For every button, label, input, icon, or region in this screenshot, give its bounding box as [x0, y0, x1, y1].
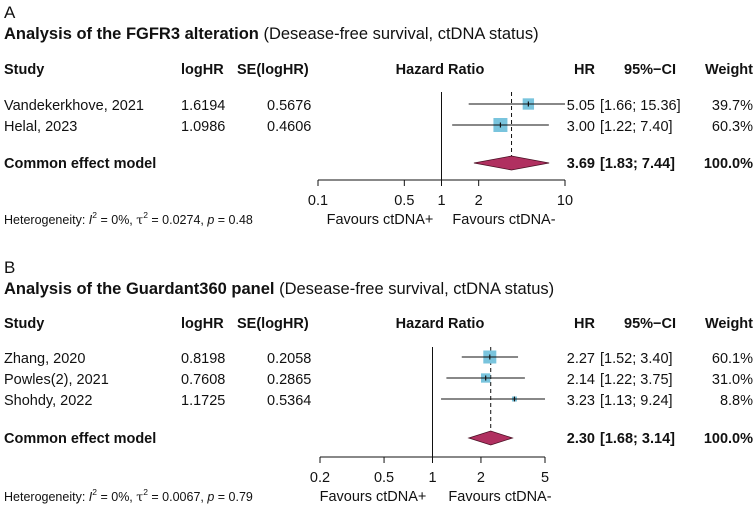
study-ci: [1.66; 15.36]	[600, 98, 681, 114]
header-study: Study	[4, 62, 44, 78]
header-hr: HR	[574, 316, 595, 332]
panel-a-title-rest: (Desease-free survival, ctDNA status)	[259, 25, 539, 43]
header-hazard-ratio: Hazard Ratio	[396, 316, 485, 332]
panel-a-summary-row: Common effect model 3.69 [1.83; 7.44] 10…	[4, 156, 753, 172]
header-loghr: logHR	[181, 62, 224, 78]
panel-a-title: Analysis of the FGFR3 alteration (Deseas…	[4, 25, 539, 43]
x-axis-tick-label: 5	[541, 470, 549, 486]
header-study: Study	[4, 316, 44, 332]
study-name: Zhang, 2020	[4, 351, 85, 367]
panel-a-plot: 0.1 0.5 1 2 10	[308, 92, 573, 209]
study-ci: [1.13; 9.24]	[600, 393, 673, 409]
panel-b-heterogeneity: Heterogeneity: I2 = 0%, τ2 = 0.0067, p =…	[4, 487, 253, 504]
panel-b-label: B	[4, 258, 15, 277]
study-se: 0.5676	[267, 98, 311, 114]
x-axis-tick-label: 2	[477, 470, 485, 486]
summary-hr: 3.69	[567, 156, 595, 172]
header-weight: Weight	[705, 316, 753, 332]
study-weight: 60.1%	[712, 351, 753, 367]
header-ci: 95%−CI	[624, 62, 676, 78]
panel-a-heterogeneity: Heterogeneity: I2 = 0%, τ2 = 0.0274, p =…	[4, 210, 253, 227]
panel-b-favours-left: Favours ctDNA+	[320, 489, 427, 505]
study-name: Vandekerkhove, 2021	[4, 98, 144, 114]
panel-a: A Analysis of the FGFR3 alteration (Dese…	[4, 3, 753, 228]
x-axis-tick-label: 2	[475, 193, 483, 209]
panel-a-title-bold: Analysis of the FGFR3 alteration	[4, 25, 259, 43]
panel-a-column-headers: Study logHR SE(logHR) Hazard Ratio HR 95…	[4, 62, 753, 78]
study-loghr: 1.0986	[181, 119, 225, 135]
study-hr: 2.14	[567, 372, 595, 388]
header-se-loghr: SE(logHR)	[237, 62, 309, 78]
study-se: 0.5364	[267, 393, 311, 409]
summary-ci: [1.68; 3.14]	[600, 431, 675, 447]
summary-label: Common effect model	[4, 431, 156, 447]
study-hr: 3.23	[567, 393, 595, 409]
header-loghr: logHR	[181, 316, 224, 332]
x-axis-tick-label: 1	[428, 470, 436, 486]
summary-label: Common effect model	[4, 156, 156, 172]
x-axis-tick-label: 10	[557, 193, 573, 209]
summary-weight: 100.0%	[704, 431, 753, 447]
panel-a-label: A	[4, 3, 16, 22]
study-se: 0.2058	[267, 351, 311, 367]
panel-b-study-row-1: Zhang, 2020 0.8198 0.2058 2.27 [1.52; 3.…	[4, 351, 753, 367]
panel-a-study-row-1: Vandekerkhove, 2021 1.6194 0.5676 5.05 […	[4, 98, 753, 114]
panel-b-plot: 0.2 0.5 1 2 5	[310, 347, 549, 486]
study-loghr: 0.8198	[181, 351, 225, 367]
header-se-loghr: SE(logHR)	[237, 316, 309, 332]
study-ci: [1.22; 3.75]	[600, 372, 673, 388]
study-name: Shohdy, 2022	[4, 393, 92, 409]
panel-b-title-rest: (Desease-free survival, ctDNA status)	[275, 280, 555, 298]
study-hr: 3.00	[567, 119, 595, 135]
header-weight: Weight	[705, 62, 753, 78]
study-ci: [1.52; 3.40]	[600, 351, 673, 367]
study-weight: 31.0%	[712, 372, 753, 388]
panel-b-favours-right: Favours ctDNA-	[448, 489, 551, 505]
study-se: 0.4606	[267, 119, 311, 135]
panel-b-study-row-3: Shohdy, 2022 1.1725 0.5364 3.23 [1.13; 9…	[4, 393, 753, 409]
panel-a-favours-left: Favours ctDNA+	[327, 212, 434, 228]
x-axis-tick-label: 1	[437, 193, 445, 209]
study-loghr: 1.1725	[181, 393, 225, 409]
summary-diamond	[473, 155, 550, 171]
header-ci: 95%−CI	[624, 316, 676, 332]
study-loghr: 0.7608	[181, 372, 225, 388]
panel-b-title-bold: Analysis of the Guardant360 panel	[4, 280, 275, 298]
study-se: 0.2865	[267, 372, 311, 388]
study-hr: 2.27	[567, 351, 595, 367]
panel-b-column-headers: Study logHR SE(logHR) Hazard Ratio HR 95…	[4, 316, 753, 332]
study-name: Helal, 2023	[4, 119, 77, 135]
panel-b-study-row-2: Powles(2), 2021 0.7608 0.2865 2.14 [1.22…	[4, 372, 753, 388]
study-loghr: 1.6194	[181, 98, 225, 114]
summary-hr: 2.30	[567, 431, 595, 447]
x-axis-tick-label: 0.5	[394, 193, 414, 209]
study-ci: [1.22; 7.40]	[600, 119, 673, 135]
panel-b-summary-row: Common effect model 2.30 [1.68; 3.14] 10…	[4, 431, 753, 447]
x-axis-tick-label: 0.2	[310, 470, 330, 486]
study-weight: 8.8%	[720, 393, 753, 409]
summary-ci: [1.83; 7.44]	[600, 156, 675, 172]
summary-diamond	[467, 430, 514, 446]
header-hazard-ratio: Hazard Ratio	[396, 62, 485, 78]
study-weight: 60.3%	[712, 119, 753, 135]
x-axis-tick-label: 0.5	[374, 470, 394, 486]
header-hr: HR	[574, 62, 595, 78]
summary-weight: 100.0%	[704, 156, 753, 172]
study-name: Powles(2), 2021	[4, 372, 109, 388]
x-axis-tick-label: 0.1	[308, 193, 328, 209]
study-weight: 39.7%	[712, 98, 753, 114]
panel-a-favours-right: Favours ctDNA-	[452, 212, 555, 228]
panel-b: B Analysis of the Guardant360 panel (Des…	[4, 258, 753, 505]
panel-a-study-row-2: Helal, 2023 1.0986 0.4606 3.00 [1.22; 7.…	[4, 119, 753, 135]
study-hr: 5.05	[567, 98, 595, 114]
panel-b-title: Analysis of the Guardant360 panel (Desea…	[4, 280, 554, 298]
